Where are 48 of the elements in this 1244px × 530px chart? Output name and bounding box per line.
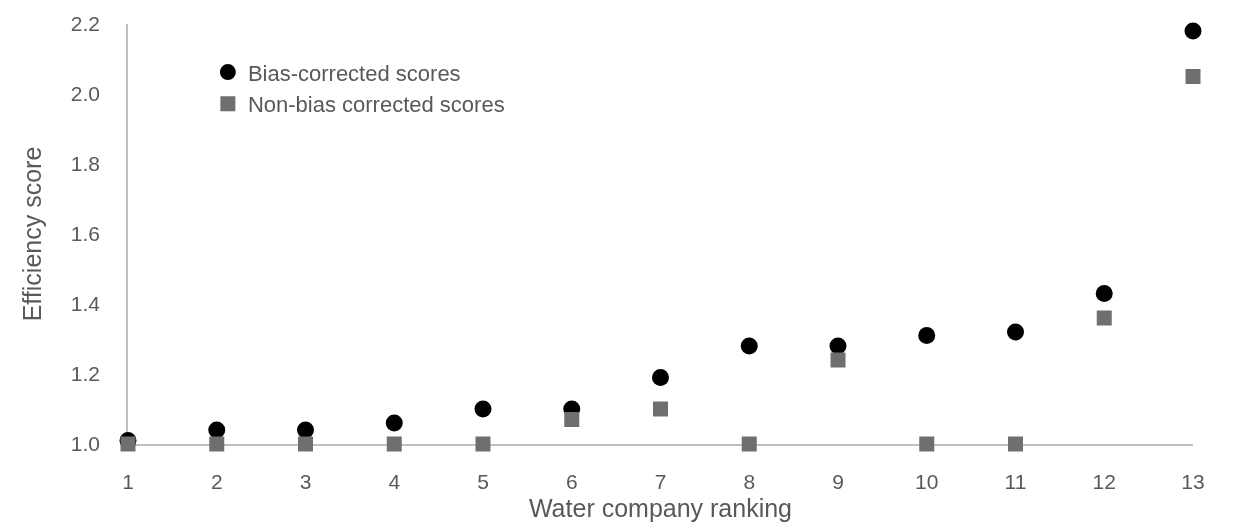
point <box>298 436 313 452</box>
x-tick-label: 5 <box>477 469 489 493</box>
point <box>120 436 136 452</box>
point <box>1095 285 1113 302</box>
point <box>652 369 669 386</box>
legend-label: Non-bias corrected scores <box>247 92 505 118</box>
point <box>1096 310 1112 326</box>
legend-label: Bias-corrected scores <box>247 60 461 86</box>
point <box>1007 323 1024 341</box>
y-tick-label: 1.2 <box>70 362 101 386</box>
point <box>741 436 757 452</box>
point <box>830 352 846 368</box>
x-tick-label: 4 <box>388 469 401 493</box>
y-tick-label: 2.2 <box>70 12 101 36</box>
x-tick-label: 2 <box>210 469 223 493</box>
y-tick-label: 1.0 <box>70 432 101 456</box>
x-tick-label: 1 <box>122 469 134 493</box>
y-axis-title: Efficiency score <box>18 146 47 322</box>
point <box>653 401 668 417</box>
point <box>1185 69 1201 84</box>
point <box>564 412 580 427</box>
x-axis-title: Water company ranking <box>528 494 793 523</box>
y-tick-label: 1.6 <box>70 222 101 246</box>
point <box>1184 22 1202 40</box>
point <box>918 327 936 344</box>
y-tick-label: 2.0 <box>70 82 101 106</box>
x-tick-label: 6 <box>565 469 578 493</box>
point <box>919 436 935 452</box>
x-tick-label: 8 <box>743 469 756 493</box>
point <box>386 436 402 452</box>
x-tick-label: 11 <box>1004 469 1027 493</box>
point <box>1008 436 1023 452</box>
y-tick-label: 1.8 <box>70 152 101 176</box>
point <box>829 337 847 355</box>
x-tick-label: 9 <box>832 469 844 493</box>
x-tick-label: 10 <box>915 469 939 493</box>
point <box>209 436 225 452</box>
point <box>208 421 226 439</box>
x-tick-label: 13 <box>1181 469 1205 493</box>
point <box>740 337 758 355</box>
y-tick-label: 1.4 <box>70 292 101 316</box>
point <box>385 414 403 432</box>
point <box>297 421 314 439</box>
x-tick-label: 7 <box>654 469 667 493</box>
x-tick-label: 3 <box>299 469 312 493</box>
x-tick-label: 12 <box>1092 469 1116 493</box>
point <box>475 436 491 452</box>
point <box>474 400 492 418</box>
